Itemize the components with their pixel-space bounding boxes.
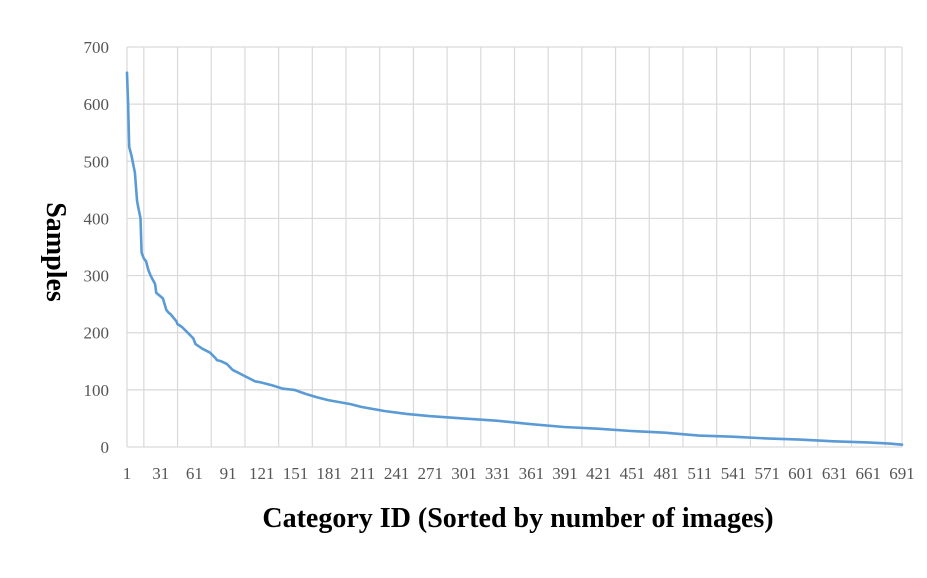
x-tick-label: 1 [123, 464, 132, 483]
x-tick-label: 571 [754, 464, 780, 483]
y-tick-label: 0 [101, 438, 110, 457]
x-tick-label: 151 [283, 464, 309, 483]
y-tick-label: 300 [84, 267, 110, 286]
x-tick-label: 91 [220, 464, 237, 483]
x-tick-label: 241 [384, 464, 410, 483]
x-tick-label: 601 [788, 464, 814, 483]
x-tick-label: 451 [620, 464, 646, 483]
y-tick-label: 200 [84, 324, 110, 343]
y-axis-title: Samples [40, 202, 71, 302]
x-tick-label: 61 [186, 464, 203, 483]
x-tick-label: 481 [653, 464, 679, 483]
x-tick-label: 301 [451, 464, 477, 483]
x-tick-label: 31 [152, 464, 169, 483]
y-tick-label: 700 [84, 38, 110, 57]
x-tick-label: 691 [889, 464, 915, 483]
x-axis-title: Category ID (Sorted by number of images) [262, 503, 773, 534]
x-tick-label: 391 [552, 464, 578, 483]
y-tick-label: 100 [84, 381, 110, 400]
x-tick-label: 211 [350, 464, 375, 483]
y-tick-label: 600 [84, 95, 110, 114]
x-tick-label: 361 [519, 464, 545, 483]
x-tick-label: 631 [822, 464, 848, 483]
x-tick-label: 271 [418, 464, 444, 483]
x-tick-label: 331 [485, 464, 511, 483]
y-tick-labels: 0 100 200 300 400 500 600 700 [84, 38, 110, 457]
y-tick-label: 500 [84, 152, 110, 171]
x-tick-label: 541 [721, 464, 747, 483]
x-tick-label: 661 [856, 464, 882, 483]
series-line [125, 71, 904, 446]
x-tick-label: 181 [316, 464, 342, 483]
x-tick-label: 511 [687, 464, 712, 483]
grid-lines [126, 46, 903, 448]
y-tick-label: 400 [84, 209, 110, 228]
x-tick-label: 421 [586, 464, 612, 483]
x-tick-label: 121 [249, 464, 275, 483]
x-tick-labels: 1 31 61 91 121 151 181 211 241 271 301 331 361 391 421… [123, 464, 915, 483]
